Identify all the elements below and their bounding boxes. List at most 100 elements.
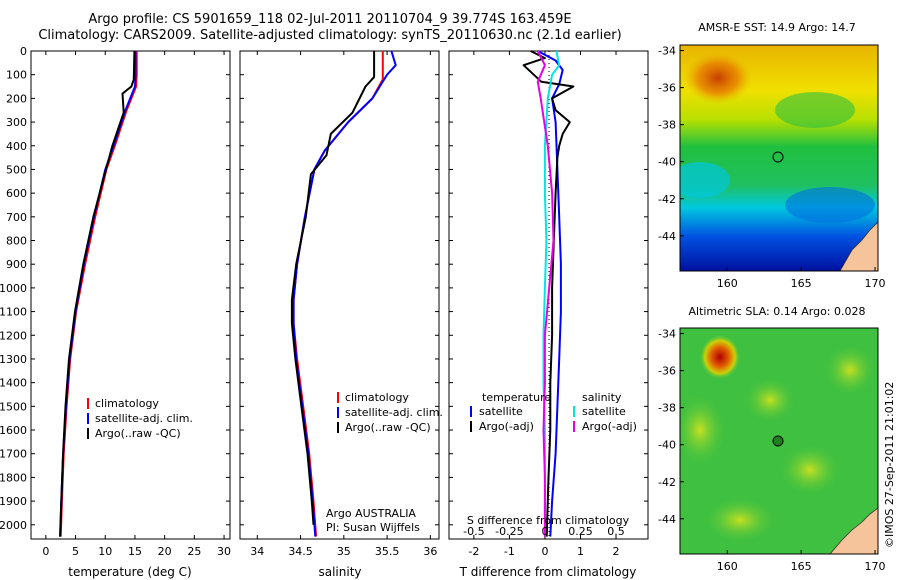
- copyright-stamp: ©IMOS 27-Sep-2011 21:01:02: [883, 382, 896, 548]
- lat-tick-label: -34: [658, 328, 676, 341]
- x-tick-label: 35.5: [375, 545, 400, 558]
- depth-tick-label: 200: [6, 92, 27, 105]
- legend-s-argo: Argo(-adj): [582, 420, 637, 433]
- depth-tick-label: 2000: [0, 519, 27, 532]
- depth-tick-label: 500: [6, 163, 27, 176]
- legend-t-argo: Argo(-adj): [479, 420, 534, 433]
- legend-argo: Argo(..raw -QC): [345, 421, 431, 434]
- sst-map: AMSR-E SST: 14.9 Argo: 14.7 -34 -36 -38 -40…: [658, 21, 886, 290]
- series-line-satellite-adj-clim: [59, 51, 137, 537]
- depth-tick-label: 1800: [0, 471, 27, 484]
- sla-map-frame: [679, 327, 879, 555]
- legend-climatology: climatology: [345, 391, 409, 404]
- legend-title-salinity: salinity: [582, 391, 622, 404]
- s-difference-tick-label: 0: [541, 525, 548, 538]
- series-line-argo-raw-qc: [59, 50, 136, 537]
- lon-tick-label: 170: [865, 277, 886, 290]
- sla-high-eddy: [700, 335, 740, 379]
- institution-annotation: Argo AUSTRALIA: [326, 507, 416, 520]
- figure-title-line2: Climatology: CARS2009. Satellite-adjuste…: [38, 28, 622, 43]
- s-difference-tick-label: -0.25: [495, 525, 523, 538]
- s-difference-tick-label: 0.5: [607, 525, 625, 538]
- legend-climatology: climatology: [95, 397, 159, 410]
- s-difference-tick-label: 0.25: [568, 525, 593, 538]
- sst-map-frame: [679, 44, 879, 272]
- lat-tick-label: -44: [658, 230, 676, 243]
- x-tick-label: 35: [337, 545, 351, 558]
- series-line-t-satellite: [537, 50, 564, 537]
- salinity-legend: climatology satellite-adj. clim. Argo(..…: [337, 391, 443, 434]
- sla-land: [829, 507, 878, 554]
- s-difference-label: S difference from climatology: [467, 514, 630, 527]
- depth-tick-label: 300: [6, 116, 27, 129]
- legend-title-temperature: temperature: [482, 391, 551, 404]
- sla-map: Altimetric SLA: 0.14 Argo: 0.028 -34-36-…: [658, 305, 886, 573]
- temperature-xlabel: temperature (deg C): [68, 565, 191, 579]
- x-tick-label: 15: [128, 545, 142, 558]
- depth-tick-label: 1400: [0, 377, 27, 390]
- depth-tick-label: 600: [6, 187, 27, 200]
- x-tick-label: 20: [158, 545, 172, 558]
- sst-cool-patch-2: [785, 187, 875, 223]
- pi-annotation: PI: Susan Wijffels: [326, 521, 420, 534]
- depth-tick-label: 1200: [0, 329, 27, 342]
- x-tick-label: 5: [72, 545, 79, 558]
- x-tick-label: 0: [42, 545, 49, 558]
- lat-tick-label: -42: [658, 476, 676, 489]
- x-tick-label: 36: [423, 545, 437, 558]
- lon-tick-label: 160: [717, 560, 738, 573]
- x-tick-label: 34: [250, 545, 264, 558]
- x-tick-label: 0: [541, 545, 548, 558]
- depth-tick-label: 800: [6, 235, 27, 248]
- lat-tick-label: -40: [658, 439, 676, 452]
- sst-map-ticks: -34 -36 -38 -40 -42 -44 160 165 170: [658, 45, 886, 290]
- salinity-axes-frame: [239, 50, 440, 540]
- salinity-x-axis: 34 34.5 35 35.5 36: [250, 51, 437, 558]
- legend-t-satellite: satellite: [479, 405, 523, 418]
- legend-s-satellite: satellite: [582, 405, 626, 418]
- temperature-series: [59, 50, 138, 537]
- x-tick-label: 10: [98, 545, 112, 558]
- sla-map-title: Altimetric SLA: 0.14 Argo: 0.028: [688, 305, 865, 318]
- series-line-t-argo-adj: [522, 50, 575, 537]
- figure-title-line1: Argo profile: CS 5901659_118 02-Jul-2011…: [88, 12, 572, 27]
- difference-depth-ticks: [449, 50, 648, 526]
- salinity-panel: 34 34.5 35 35.5 36 salinity climatology sate…: [239, 50, 443, 579]
- sla-map-ticks: -34 -36 -38 -40 -42 -44 160 165 170: [658, 328, 886, 573]
- series-line-s-argo-adj: [536, 50, 555, 537]
- lat-tick-label: -44: [658, 513, 676, 526]
- depth-tick-label: 1100: [0, 306, 27, 319]
- sst-cool-patch: [680, 162, 730, 198]
- x-tick-label: -1: [504, 545, 515, 558]
- lat-tick-label: -38: [658, 119, 676, 132]
- x-tick-label: 30: [217, 545, 231, 558]
- difference-panel: -2 -1 0 1 2 temperature salinity satellite A…: [448, 50, 649, 579]
- depth-tick-label: 900: [6, 258, 27, 271]
- temperature-panel: 0100200300400500600700800900100011001200…: [0, 45, 231, 579]
- lat-tick-label: -42: [658, 193, 676, 206]
- legend-argo: Argo(..raw -QC): [95, 427, 181, 440]
- legend-satellite: satellite-adj. clim.: [95, 412, 193, 425]
- x-tick-label: -2: [468, 545, 479, 558]
- depth-tick-label: 0: [20, 45, 27, 58]
- x-tick-label: 34.5: [288, 545, 313, 558]
- s-difference-ticks: -0.5 -0.25 0 0.25 0.5: [463, 525, 625, 538]
- series-line-climatology: [292, 51, 384, 537]
- salinity-depth-ticks: [240, 50, 439, 526]
- legend-satellite: satellite-adj. clim.: [345, 406, 443, 419]
- lat-tick-label: -34: [658, 45, 676, 58]
- series-line-argo-raw-qc: [290, 51, 376, 525]
- lon-tick-label: 165: [791, 560, 812, 573]
- depth-tick-label: 1300: [0, 353, 27, 366]
- t-difference-xlabel: T difference from climatology: [459, 565, 637, 579]
- sst-argo-location-marker: [772, 151, 784, 163]
- sla-blob-4: [705, 498, 775, 542]
- depth-tick-label: 1700: [0, 448, 27, 461]
- sst-warm-eddy: [684, 52, 752, 104]
- depth-tick-label: 1600: [0, 424, 27, 437]
- x-tick-label: 1: [577, 545, 584, 558]
- lon-tick-label: 165: [791, 277, 812, 290]
- difference-legend: temperature salinity satellite Argo(-adj…: [470, 391, 637, 433]
- salinity-xlabel: salinity: [318, 565, 361, 579]
